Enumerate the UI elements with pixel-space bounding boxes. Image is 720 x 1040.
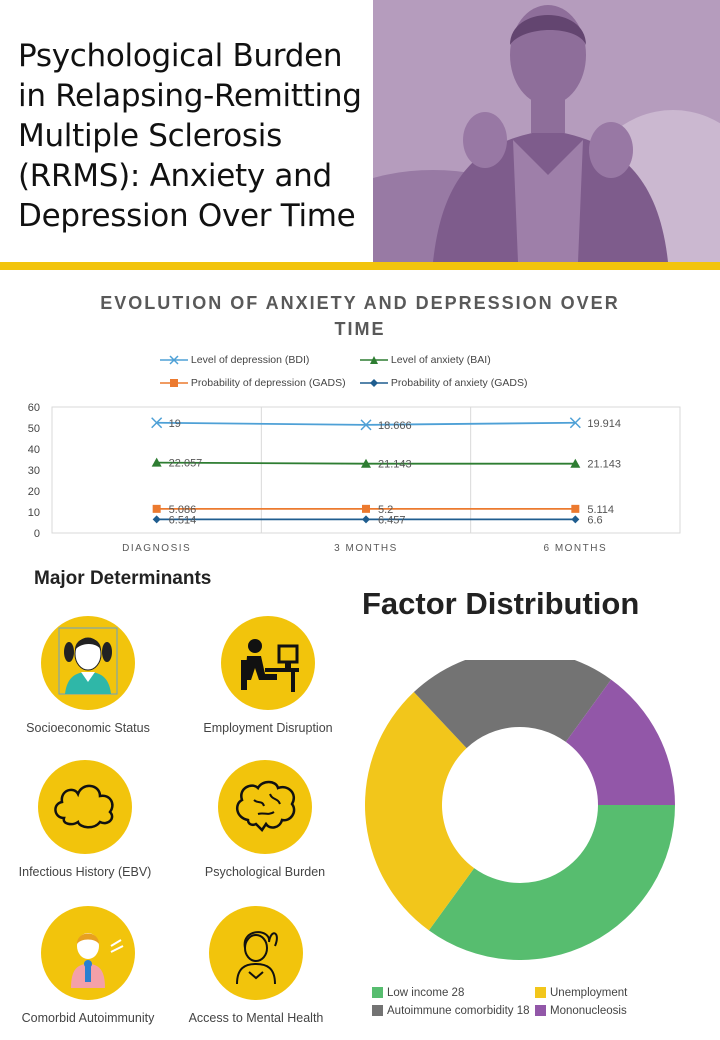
legend-item-bai: Level of anxiety (BAI): [360, 354, 491, 366]
determinant-autoimmunity: Comorbid Autoimmunity: [13, 906, 163, 1026]
donut-slice: [428, 805, 675, 960]
data-point: [151, 417, 163, 429]
hero-header: Psychological Burden in Relapsing-Remitt…: [0, 0, 720, 262]
data-point: [152, 504, 161, 513]
person-at-desk-icon: [241, 639, 299, 692]
data-point: [362, 515, 370, 524]
donut-legend-label: Unemployment: [550, 987, 628, 999]
data-label: 19.914: [587, 418, 621, 430]
determinant-infectious: Infectious History (EBV): [10, 760, 160, 880]
y-tick-label: 10: [28, 507, 40, 519]
determinant-socioeconomic: Socioeconomic Status: [13, 616, 163, 736]
woman-portrait-icon: [236, 931, 278, 985]
line-chart: 0 10 20 30 40 50 60 DIAGNOSIS 3 MONTHS 6 MONTHS 19…: [28, 402, 681, 554]
data-point: [360, 419, 372, 431]
donut-chart: [365, 660, 675, 960]
data-label: 21.143: [587, 459, 621, 471]
data-label: 21.143: [378, 459, 412, 471]
brain-icon: [235, 780, 296, 832]
donut-legend-autoimmune: Autoimmune comorbidity 18: [372, 1005, 530, 1017]
x-tick-label: 6 MONTHS: [543, 543, 607, 554]
data-point: [362, 504, 370, 513]
legend-item-prob-anxiety: Probability of anxiety (GADS): [360, 377, 527, 389]
donut-slice: [413, 660, 612, 749]
data-label: 6.514: [169, 514, 197, 526]
donut-chart-title: Factor Distribution: [362, 586, 640, 621]
donut-slice: [565, 679, 675, 805]
cloud-icon: [54, 784, 114, 829]
person-portrait-icon: [58, 627, 118, 695]
data-point: [361, 458, 371, 468]
y-tick-label: 0: [34, 528, 40, 540]
data-label: 22.057: [169, 458, 203, 470]
line-chart-title: EVOLUTION OF ANXIETY AND DEPRESSION OVER…: [100, 293, 620, 339]
data-label: 5.086: [169, 504, 197, 516]
plot-frame: [51, 406, 681, 534]
donut-legend-label: Low income 28: [387, 987, 465, 999]
legend-item-prob-depression: Probability of depression (GADS): [160, 377, 346, 389]
speaking-woman-icon: [71, 933, 124, 988]
x-tick-label: 3 MONTHS: [334, 543, 398, 554]
data-label: 19: [169, 418, 181, 430]
legend-label: Probability of anxiety (GADS): [390, 377, 528, 390]
donut-slice: [365, 692, 475, 931]
data-point: [569, 417, 581, 429]
data-point: [571, 504, 580, 513]
gold-divider: [0, 262, 720, 270]
determinants-title: Major Determinants: [34, 568, 212, 589]
data-point: [571, 515, 580, 524]
data-label: 5.114: [587, 504, 614, 516]
data-point: [570, 458, 581, 468]
data-point: [152, 515, 161, 524]
y-tick-label: 60: [28, 402, 40, 414]
y-tick-label: 30: [28, 465, 40, 477]
determinant-label: Employment Disruption: [203, 721, 333, 735]
data-label: 5.2: [378, 504, 393, 516]
data-label: 6.457: [378, 514, 406, 526]
speaker-photo: [373, 0, 720, 262]
donut-legend-label: Autoimmune comorbidity 18: [387, 1005, 530, 1017]
legend-item-bdi: Level of depression (BDI): [160, 354, 309, 366]
data-label: 6.6: [587, 514, 602, 526]
legend-label: Probability of depression (GADS): [190, 377, 346, 390]
y-tick-label: 20: [28, 486, 40, 498]
determinant-label: Comorbid Autoimmunity: [21, 1011, 155, 1025]
determinant-label: Psychological Burden: [204, 865, 326, 879]
y-tick-label: 50: [28, 423, 40, 435]
determinant-access-mental-health: Access to Mental Health: [181, 906, 331, 1026]
determinant-label: Access to Mental Health: [188, 1011, 324, 1025]
determinant-label: Socioeconomic Status: [26, 721, 150, 735]
data-point: [151, 457, 162, 467]
determinant-psychological: Psychological Burden: [190, 760, 340, 880]
donut-legend-low-income: Low income 28: [372, 987, 464, 999]
determinant-label: Infectious History (EBV): [18, 865, 152, 879]
data-label: 18.666: [378, 420, 412, 432]
legend-label: Level of anxiety (BAI): [390, 354, 491, 367]
legend-label: Level of depression (BDI): [190, 354, 310, 367]
page-title: Psychological Burden in Relapsing-Remitt…: [18, 38, 362, 234]
x-tick-label: DIAGNOSIS: [122, 543, 191, 554]
donut-legend-label: Mononucleosis: [550, 1005, 627, 1017]
donut-legend-unemployment: Unemployment: [535, 987, 627, 999]
donut-legend-mononucleosis: Mononucleosis: [535, 1005, 627, 1017]
y-tick-label: 40: [28, 444, 40, 456]
determinant-employment: Employment Disruption: [193, 616, 343, 736]
